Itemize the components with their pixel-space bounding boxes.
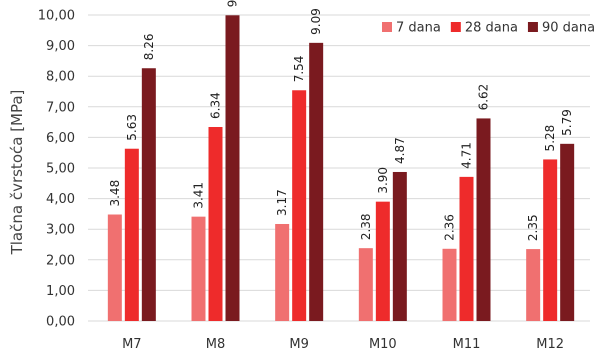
data-label: 4.87 [393,137,407,164]
y-tick-label: 10,00 [38,9,75,24]
data-label: 3.41 [192,182,206,209]
y-tick-label: 5,00 [46,162,75,177]
data-label: 5.63 [125,114,139,141]
bar [459,176,474,321]
x-tick-label: M11 [453,337,481,352]
data-label: 9.99 [226,0,240,7]
x-tick-label: M9 [289,337,309,352]
bar [442,248,457,321]
y-tick-label: 8,00 [46,70,75,85]
bar [292,90,307,321]
x-tick-label: M8 [206,337,226,352]
data-labels: 3.48 5.63 8.26 3.41 6.34 9.99 3.17 7.54 9.09 2.38… [108,0,574,241]
legend: 7 dana 28 dana 90 dana [382,21,595,36]
x-tick-label: M12 [536,337,564,352]
bar [275,223,290,321]
bar [208,126,223,321]
bar [124,148,139,321]
bars [107,15,575,321]
data-label: 6.34 [209,92,223,119]
legend-swatch [382,22,392,32]
y-tick-label: 6,00 [46,131,75,146]
legend-label: 90 dana [542,21,595,36]
data-label: 3.48 [108,180,122,207]
bar [392,171,407,321]
gridlines [88,14,590,322]
legend-swatch [450,22,461,32]
legend-swatch [527,22,538,32]
data-label: 9.09 [309,8,323,35]
data-label: 2.35 [526,214,540,241]
legend-label: 7 dana [396,21,441,36]
data-label: 4.71 [460,142,474,169]
y-tick-label: 9,00 [46,39,75,54]
bar [107,214,122,321]
bar [358,248,373,321]
x-axis-ticks: M7 M8 M9 M10 M11 M12 [122,337,564,352]
y-tick-label: 3,00 [46,223,75,238]
y-axis-ticks: 0,00 1,00 2,00 3,00 4,00 5,00 6,00 7,00 8,00 9,00… [38,9,75,330]
bar [225,15,240,321]
data-label: 6.62 [477,84,491,111]
bar [141,68,156,321]
legend-label: 28 dana [465,21,518,36]
data-label: 3.90 [376,167,390,194]
y-tick-label: 0,00 [46,315,75,330]
y-tick-label: 2,00 [46,253,75,268]
bar [543,159,558,321]
data-label: 8.26 [142,34,156,61]
bar [526,249,541,321]
data-label: 7.54 [292,56,306,83]
bar [560,143,575,321]
data-label: 2.36 [443,214,457,241]
y-tick-label: 4,00 [46,192,75,207]
x-tick-label: M10 [369,337,397,352]
bar [476,118,491,321]
bar [191,216,206,321]
data-label: 2.38 [359,213,373,240]
y-tick-label: 1,00 [46,284,75,299]
x-tick-label: M7 [122,337,142,352]
bar [375,201,390,321]
data-label: 5.28 [543,125,557,152]
bar [309,42,324,321]
data-label: 3.17 [275,189,289,216]
data-label: 5.79 [560,109,574,136]
y-axis-title: Tlačna čvrstoća [MPa] [8,90,26,256]
y-tick-label: 7,00 [46,100,75,115]
